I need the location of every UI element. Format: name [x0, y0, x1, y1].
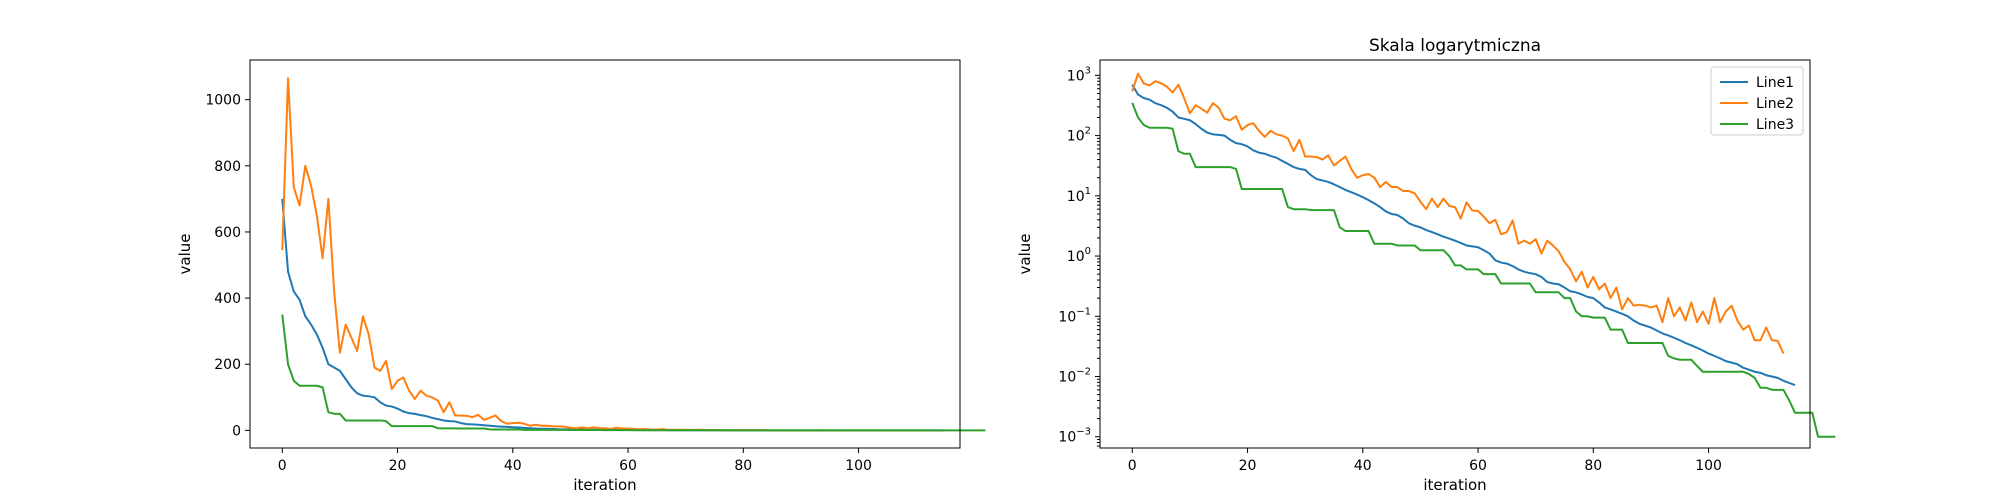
x-tick-label: 100 [1695, 458, 1722, 474]
y-tick-label: 600 [214, 225, 241, 241]
chart-title: Skala logarytmiczna [1369, 36, 1541, 56]
y-tick-label: 101 [1067, 186, 1091, 205]
y-tick-label: 800 [214, 159, 241, 175]
legend-label-line2: Line2 [1756, 96, 1794, 112]
x-tick-label: 0 [278, 458, 287, 474]
series-line-line2 [1131, 72, 1785, 355]
axes-frame [249, 59, 961, 449]
legend-label-line3: Line3 [1756, 117, 1794, 133]
x-tick-label: 40 [504, 458, 522, 474]
y-tick-label: 1000 [205, 93, 241, 109]
y-tick-label: 0 [232, 423, 241, 439]
y-tick-label: 10−3 [1058, 427, 1091, 446]
x-tick-label: 20 [1239, 458, 1257, 474]
x-tick-label: 60 [1469, 458, 1487, 474]
x-tick-label: 60 [619, 458, 637, 474]
y-tick-label: 102 [1067, 126, 1091, 145]
legend-label-line1: Line1 [1756, 75, 1794, 91]
x-tick-label: 80 [734, 458, 752, 474]
y-tick-label: 400 [214, 291, 241, 307]
series-line-line3 [281, 314, 986, 432]
series-line-line2 [281, 77, 934, 432]
series-line-line3 [1131, 102, 1836, 438]
series-line-line1 [1131, 84, 1796, 387]
y-tick-label: 10−2 [1058, 367, 1091, 386]
axes-frame [1099, 59, 1811, 449]
log-plot: 0 20 40 60 80 100 10−3 10−2 10−1 100 101 102 103 iter… [1016, 36, 1836, 494]
y-tick-label: 103 [1067, 65, 1091, 84]
y-axis-label: value [1016, 234, 1034, 275]
y-tick-label: 10−1 [1058, 306, 1091, 325]
legend-box [1710, 66, 1804, 136]
x-axis-label: iteration [573, 476, 636, 494]
y-tick-label: 100 [1067, 246, 1091, 265]
x-tick-label: 0 [1128, 458, 1137, 474]
x-tick-label: 40 [1354, 458, 1372, 474]
legend: Line1 Line2 Line3 [1710, 66, 1804, 136]
x-axis-label: iteration [1423, 476, 1486, 494]
x-tick-label: 100 [845, 458, 872, 474]
y-tick-label: 200 [214, 357, 241, 373]
x-tick-label: 80 [1584, 458, 1602, 474]
y-axis-label: value [176, 234, 194, 275]
x-tick-label: 20 [389, 458, 407, 474]
series-line-line1 [281, 198, 946, 432]
linear-plot: 0 20 40 60 80 10002004006008001000iterationva… [176, 59, 986, 494]
